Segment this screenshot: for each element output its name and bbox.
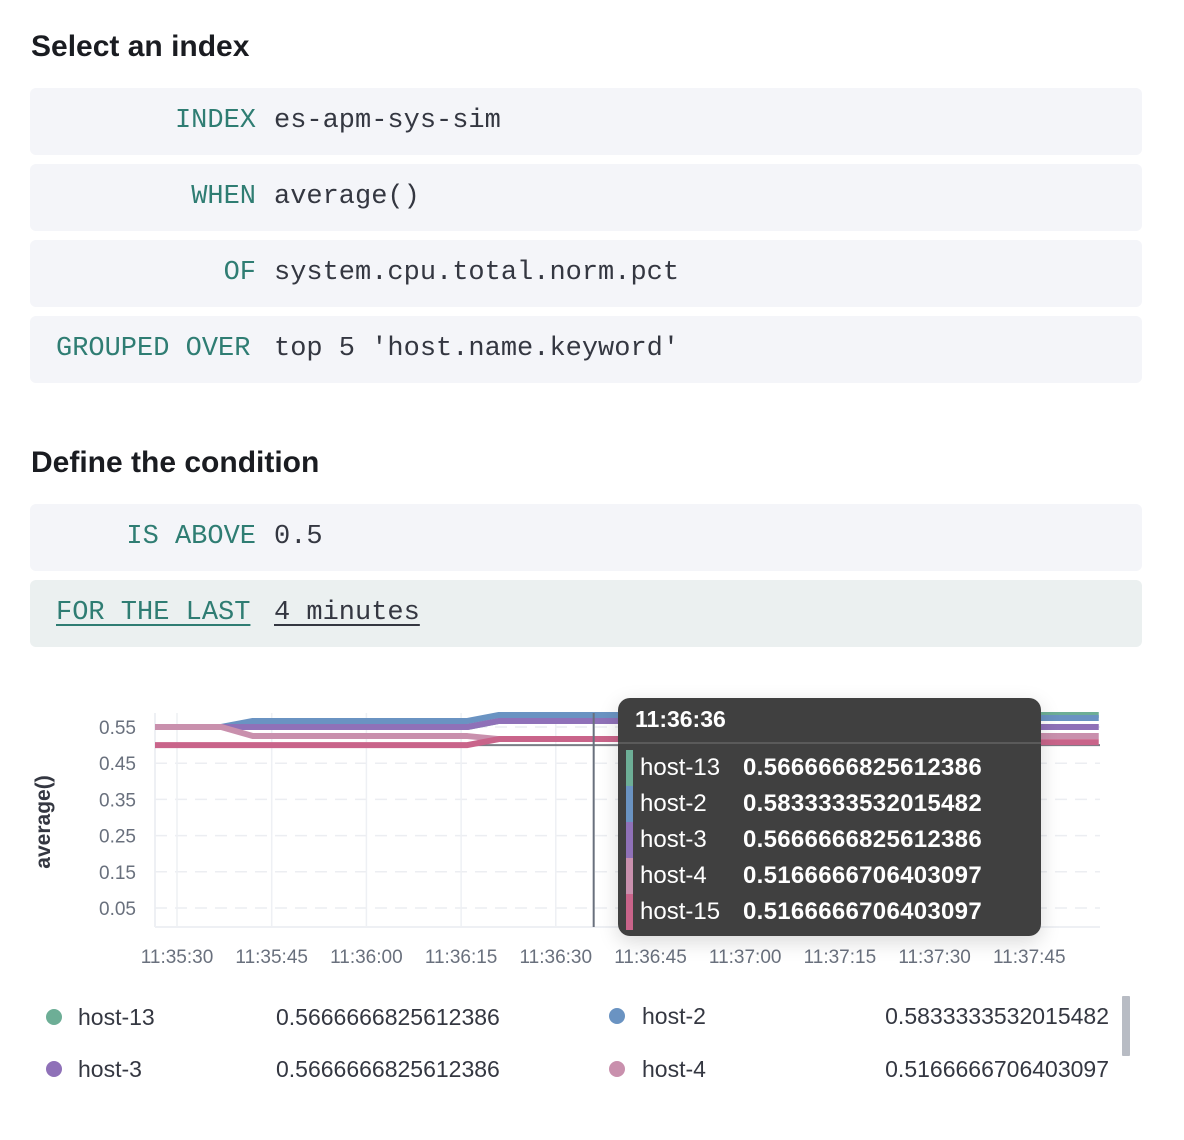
when-expression[interactable]: WHEN average(): [30, 164, 1142, 231]
index-expression[interactable]: INDEX es-apm-sys-sim: [30, 88, 1142, 155]
tooltip-series-name: host-3: [640, 826, 707, 853]
grouped-over-expression[interactable]: GROUPED OVER top 5 'host.name.keyword': [30, 316, 1142, 383]
tooltip-series-value: 0.5166666706403097: [743, 862, 982, 889]
tooltip-series-value: 0.5166666706403097: [743, 898, 982, 925]
when-keyword: WHEN: [191, 182, 256, 212]
define-condition-heading: Define the condition: [31, 446, 320, 479]
threshold-keyword: IS ABOVE: [126, 522, 256, 552]
x-tick-label: 11:36:15: [425, 947, 498, 968]
x-tick-label: 11:36:00: [330, 947, 403, 968]
legend-label: host-13: [78, 1004, 155, 1030]
of-expression[interactable]: OF system.cpu.total.norm.pct: [30, 240, 1142, 307]
legend-value: 0.5666666825612386: [276, 1004, 500, 1030]
tooltip-series-name: host-13: [640, 754, 721, 781]
tooltip-row: host-15 0.5166666706403097: [626, 894, 1036, 930]
legend-item-host-4[interactable]: host-4 0.5166666706403097: [609, 1054, 1109, 1084]
legend-item-host-2[interactable]: host-2 0.5833333532015482: [609, 1001, 1109, 1031]
legend-dot-icon: [609, 1061, 625, 1077]
y-tick-label: 0.25: [99, 827, 136, 848]
tooltip-series-value: 0.5666666825612386: [743, 754, 982, 781]
tooltip-row: host-4 0.5166666706403097: [626, 858, 1036, 894]
legend-value: 0.5666666825612386: [276, 1056, 500, 1082]
y-tick-label: 0.45: [99, 754, 136, 775]
legend-label: host-3: [78, 1056, 142, 1082]
x-tick-label: 11:36:45: [614, 947, 687, 968]
y-tick-label: 0.15: [99, 863, 136, 884]
x-tick-label: 11:35:30: [141, 947, 214, 968]
threshold-expression[interactable]: IS ABOVE 0.5: [30, 504, 1142, 571]
y-axis-label: average(): [32, 775, 55, 868]
index-keyword: INDEX: [174, 106, 256, 136]
grouped-over-value: top 5 'host.name.keyword': [274, 334, 680, 364]
legend-item-host-13[interactable]: host-13 0.5666666825612386: [46, 1002, 566, 1032]
y-tick-label: 0.35: [99, 790, 136, 811]
tooltip-row: host-13 0.5666666825612386: [626, 750, 1036, 786]
when-value: average(): [274, 182, 420, 212]
of-value: system.cpu.total.norm.pct: [274, 258, 680, 288]
time-window-expression[interactable]: FOR THE LAST 4 minutes: [30, 580, 1142, 647]
tooltip-row: host-2 0.5833333532015482: [626, 786, 1036, 822]
threshold-value: 0.5: [274, 522, 323, 552]
index-value: es-apm-sys-sim: [274, 106, 501, 136]
series-color-bar: [626, 750, 633, 786]
grouped-over-keyword: GROUPED OVER: [56, 334, 251, 364]
tooltip-title: 11:36:36: [635, 706, 726, 732]
y-tick-label: 0.55: [99, 718, 136, 739]
series-color-bar: [626, 894, 633, 930]
y-tick-label: 0.05: [99, 899, 136, 920]
time-window-keyword: FOR THE LAST: [56, 598, 251, 628]
tooltip-series-name: host-2: [640, 790, 707, 817]
x-tick-label: 11:37:30: [898, 947, 971, 968]
of-keyword: OF: [223, 258, 256, 288]
legend-scrollbar[interactable]: [1122, 996, 1130, 1056]
tooltip-divider: [618, 742, 1041, 744]
legend-label: host-2: [642, 1003, 706, 1029]
x-tick-label: 11:37:00: [709, 947, 782, 968]
tooltip-series-value: 0.5666666825612386: [743, 826, 982, 853]
chart-tooltip: 11:36:36 host-13 0.5666666825612386 host-2…: [618, 698, 1041, 936]
series-color-bar: [626, 786, 633, 822]
tooltip-series-name: host-4: [640, 862, 707, 889]
legend-dot-icon: [46, 1061, 62, 1077]
series-color-bar: [626, 822, 633, 858]
x-tick-label: 11:35:45: [235, 947, 308, 968]
legend-value: 0.5166666706403097: [885, 1056, 1109, 1082]
x-tick-label: 11:37:15: [804, 947, 877, 968]
x-tick-label: 11:36:30: [520, 947, 593, 968]
tooltip-row: host-3 0.5666666825612386: [626, 822, 1036, 858]
tooltip-series-value: 0.5833333532015482: [743, 790, 982, 817]
legend-value: 0.5833333532015482: [885, 1003, 1109, 1029]
legend-dot-icon: [609, 1008, 625, 1024]
legend-item-host-3[interactable]: host-3 0.5666666825612386: [46, 1054, 566, 1084]
series-color-bar: [626, 858, 633, 894]
legend-label: host-4: [642, 1056, 706, 1082]
time-window-value: 4 minutes: [274, 598, 420, 628]
legend-dot-icon: [46, 1009, 62, 1025]
x-tick-label: 11:37:45: [993, 947, 1066, 968]
tooltip-series-name: host-15: [640, 898, 721, 925]
select-index-heading: Select an index: [31, 30, 250, 63]
